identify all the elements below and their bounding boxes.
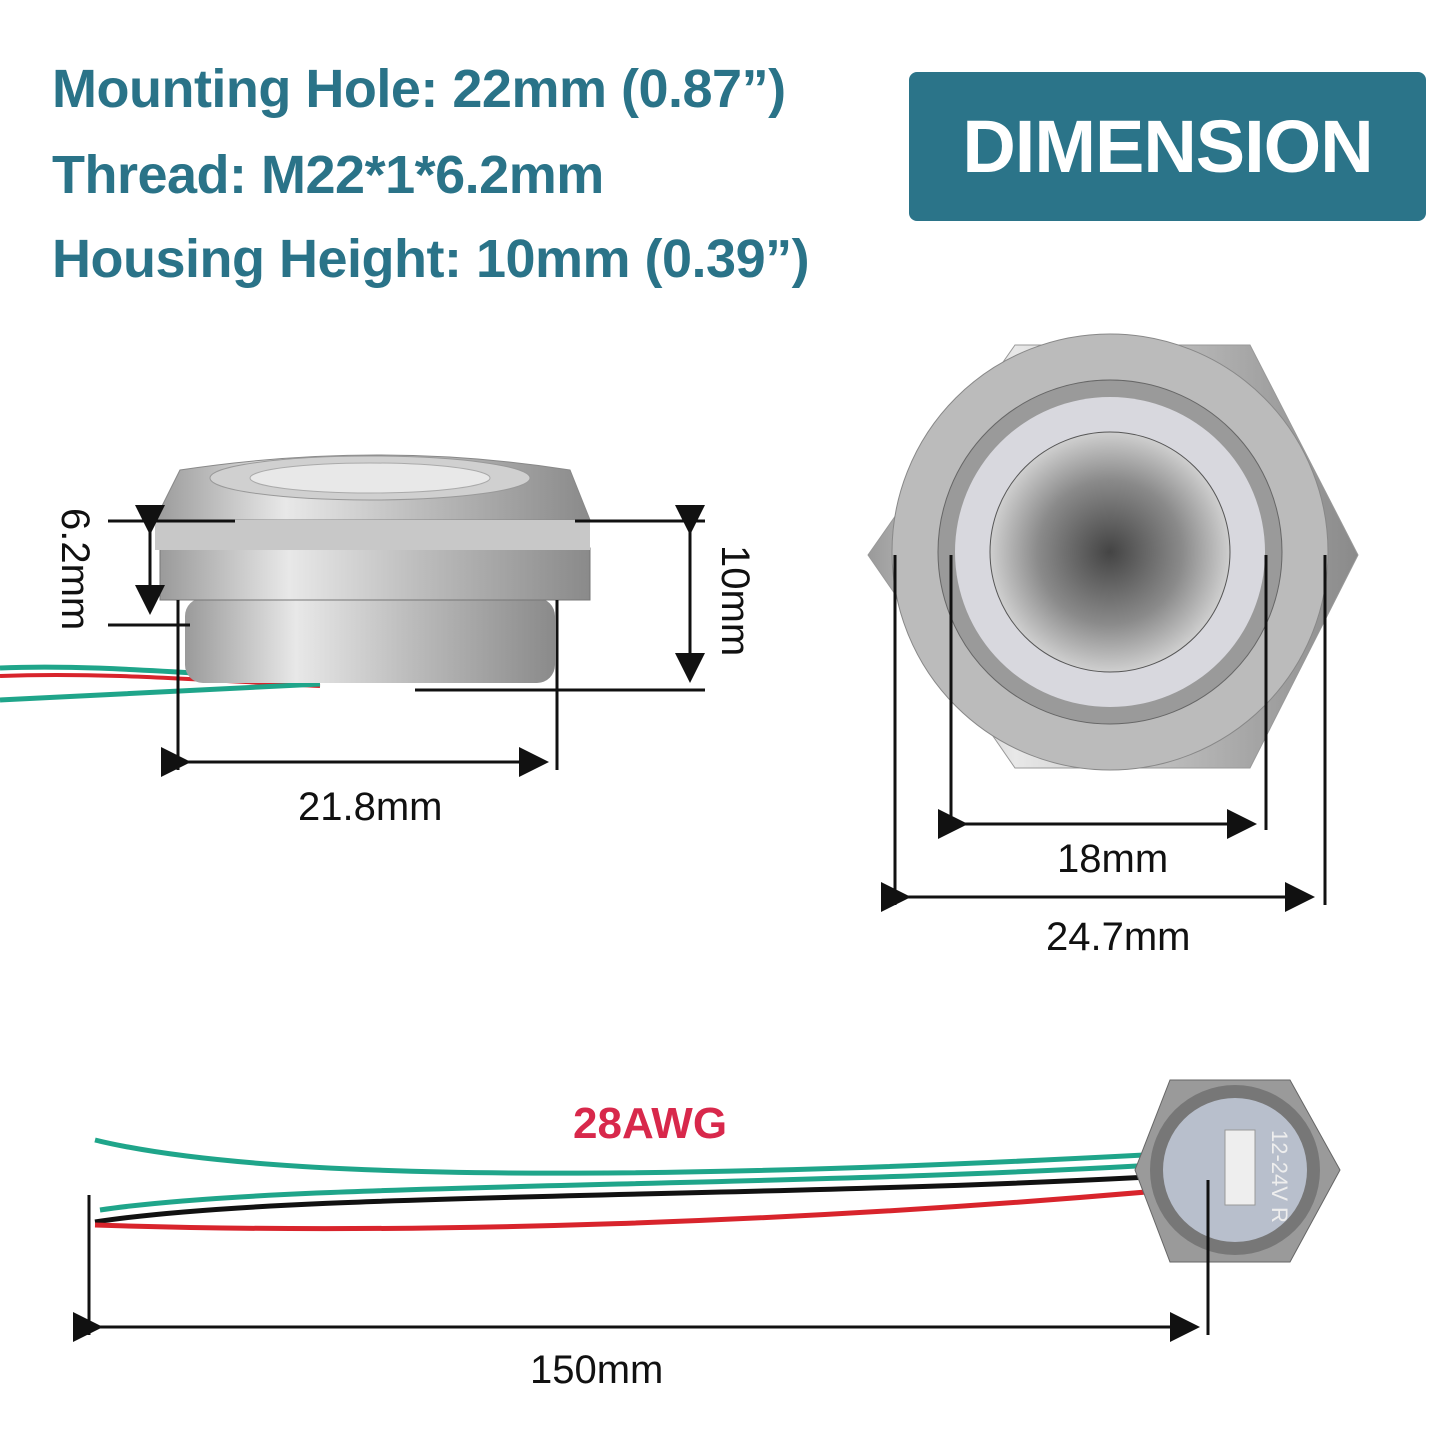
dimension-badge: DIMENSION xyxy=(909,72,1426,221)
badge-label: DIMENSION xyxy=(962,105,1373,188)
wire-gauge-label: 28AWG xyxy=(573,1099,727,1148)
wire-dimension-lines xyxy=(73,1180,1210,1342)
front-view-switch xyxy=(867,333,1359,771)
front-view-dimension-lines xyxy=(881,555,1327,912)
height-label: 10mm xyxy=(713,545,757,656)
spec-housing-height: Housing Height: 10mm (0.39”) xyxy=(52,229,810,289)
spec-thread: Thread: M22*1*6.2mm xyxy=(52,145,604,205)
hex-width-label: 24.7mm xyxy=(1046,915,1191,959)
back-voltage-label: 12-24V R xyxy=(1267,1130,1292,1223)
thread-diameter-label: 21.8mm xyxy=(298,785,443,829)
wire-length-label: 150mm xyxy=(530,1348,663,1392)
thread-length-label: 6.2mm xyxy=(53,508,97,630)
button-diameter-label: 18mm xyxy=(1057,837,1168,881)
wire-harness xyxy=(94,1137,1236,1232)
spec-mounting-hole: Mounting Hole: 22mm (0.87”) xyxy=(52,59,786,119)
side-view-dimension-lines xyxy=(108,505,705,777)
back-view-switch: 12-24V R xyxy=(1134,1079,1341,1263)
